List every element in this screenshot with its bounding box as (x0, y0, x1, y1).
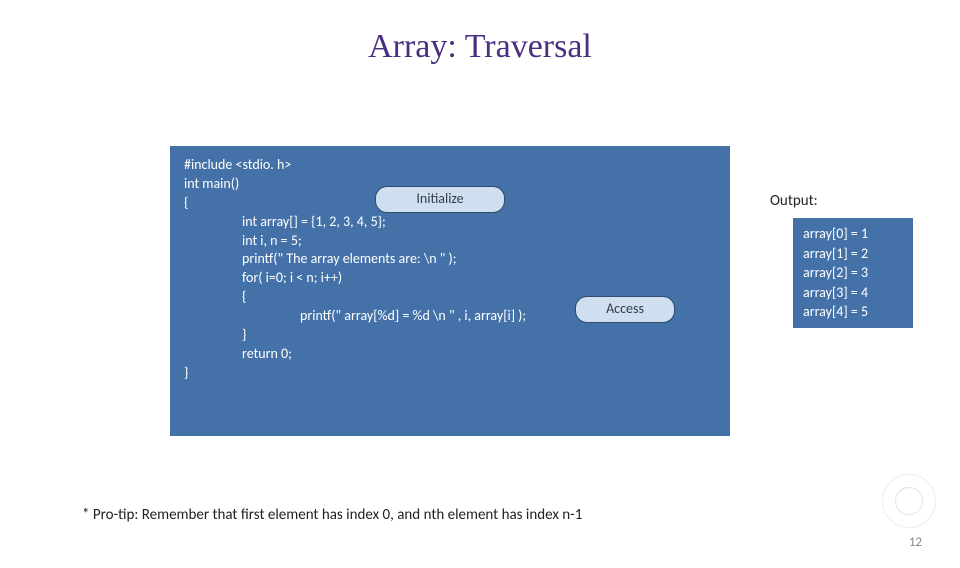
output-label: Output: (770, 192, 818, 210)
output-line: array[2] = 3 (803, 263, 903, 283)
code-line: int array[] = {1, 2, 3, 4, 5}; (184, 213, 716, 232)
callout-initialize: Initialize (375, 186, 505, 213)
code-line: for( i=0; i < n; i++) (184, 269, 716, 288)
page-title: Array: Traversal (0, 28, 960, 66)
code-line: return 0; (184, 345, 716, 364)
page-number: 12 (909, 535, 922, 550)
code-line: #include <stdio. h> (184, 156, 716, 175)
output-line: array[0] = 1 (803, 224, 903, 244)
callout-access: Access (575, 296, 675, 323)
output-box: array[0] = 1 array[1] = 2 array[2] = 3 a… (793, 218, 913, 328)
institution-logo (882, 474, 936, 528)
output-line: array[4] = 5 (803, 302, 903, 322)
code-line: } (184, 326, 716, 345)
code-line: } (184, 364, 716, 383)
output-line: array[3] = 4 (803, 283, 903, 303)
code-line: int i, n = 5; (184, 232, 716, 251)
output-line: array[1] = 2 (803, 244, 903, 264)
protip-text: * Pro-tip: Remember that first element h… (82, 506, 582, 524)
code-line: printf(" The array elements are: \n " ); (184, 250, 716, 269)
code-block: #include <stdio. h> int main() { int arr… (170, 146, 730, 436)
